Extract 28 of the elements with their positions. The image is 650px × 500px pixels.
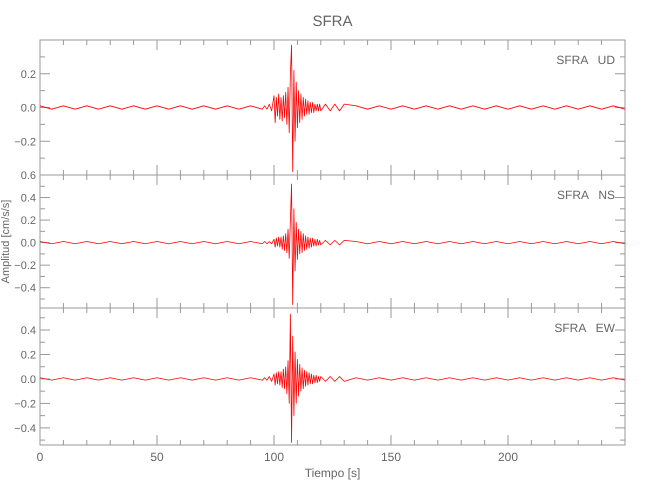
x-tick-label: 150 — [380, 450, 402, 464]
annotation: SFRA NS — [556, 188, 615, 202]
line-series — [40, 314, 626, 443]
y-tick-label: −0.2 — [14, 136, 36, 148]
y-tick-label: 0.6 — [20, 170, 36, 182]
y-tick-label: −0.4 — [14, 422, 36, 435]
x-tick-label: 100 — [264, 450, 284, 464]
annotation: SFRA UD — [556, 53, 616, 67]
y-tick-label: −0.4 — [14, 282, 36, 295]
y-tick-label: −0.2 — [14, 398, 36, 410]
x-tick-label: 200 — [498, 450, 518, 464]
y-tick-label: 0.2 — [20, 349, 36, 362]
y-tick-label: 0.0 — [20, 374, 36, 386]
x-tick-label: 0 — [36, 450, 44, 464]
line-series — [40, 184, 626, 306]
x-tick-label: 50 — [150, 450, 164, 464]
y-tick-label: 0.4 — [20, 325, 36, 338]
annotation: SFRA EW — [554, 321, 616, 335]
y-tick-label: 0.2 — [20, 68, 36, 81]
y-tick-label: −0.2 — [14, 260, 36, 272]
y-axis-title: Amplitud [cm/s/s] — [0, 200, 12, 284]
y-tick-label: 0.0 — [20, 238, 36, 250]
y-tick-label: 0.2 — [20, 215, 36, 228]
line-series — [40, 44, 626, 172]
y-tick-label: 0.0 — [20, 102, 36, 114]
y-tick-label: 0.4 — [20, 192, 36, 205]
chart-title: SFRA — [312, 13, 353, 30]
x-axis-title: Tiempo [s] — [304, 466, 360, 480]
